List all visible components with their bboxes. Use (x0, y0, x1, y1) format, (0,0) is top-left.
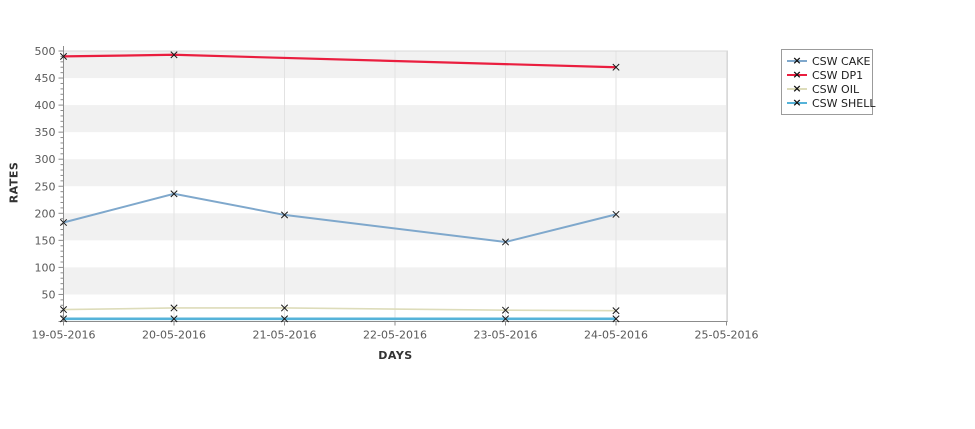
x-axis-title: DAYS (378, 349, 413, 362)
svg-text:150: 150 (35, 234, 56, 247)
legend-line-marker-icon: × (787, 55, 807, 67)
svg-text:350: 350 (35, 126, 56, 139)
legend-line-marker-icon: × (787, 69, 807, 81)
legend-line-marker-icon: × (787, 83, 807, 95)
legend-item-csw-shell: × CSW SHELL (787, 96, 876, 110)
svg-text:50: 50 (42, 288, 56, 301)
legend-item-csw-oil: × CSW OIL (787, 82, 866, 96)
svg-text:500: 500 (35, 45, 56, 58)
svg-text:20-05-2016: 20-05-2016 (142, 329, 206, 342)
svg-text:22-05-2016: 22-05-2016 (363, 329, 427, 342)
y-axis-title: RATES (7, 161, 21, 204)
legend: × CSW CAKE × CSW DP1 × CSW OIL × CSW SHE… (781, 49, 876, 115)
svg-text:23-05-2016: 23-05-2016 (474, 329, 538, 342)
svg-text:450: 450 (35, 72, 56, 85)
legend-label: CSW OIL (812, 82, 860, 96)
svg-text:25-05-2016: 25-05-2016 (695, 329, 759, 342)
legend-label: CSW CAKE (812, 54, 871, 68)
svg-text:100: 100 (35, 261, 56, 274)
legend-label: CSW DP1 (812, 68, 864, 82)
svg-text:200: 200 (35, 207, 56, 220)
legend-item-csw-dp1: × CSW DP1 (787, 68, 866, 82)
svg-text:24-05-2016: 24-05-2016 (584, 329, 648, 342)
legend-line-marker-icon: × (787, 97, 807, 109)
legend-label: CSW SHELL (812, 96, 876, 110)
legend-item-csw-cake: × CSW CAKE (787, 54, 870, 68)
svg-text:250: 250 (35, 180, 56, 193)
svg-text:21-05-2016: 21-05-2016 (253, 329, 317, 342)
svg-text:400: 400 (35, 99, 56, 112)
svg-text:300: 300 (35, 153, 56, 166)
svg-text:19-05-2016: 19-05-2016 (32, 329, 96, 342)
